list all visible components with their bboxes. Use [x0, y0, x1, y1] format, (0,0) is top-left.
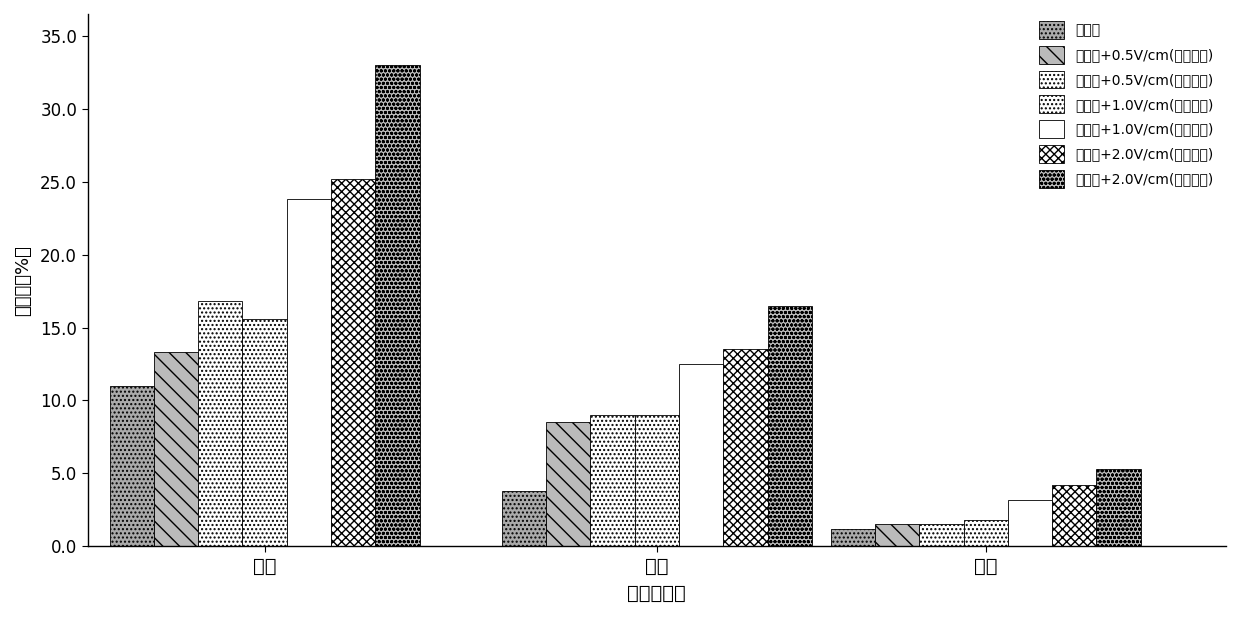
Bar: [502, 491, 546, 547]
Bar: [109, 386, 154, 547]
Bar: [376, 65, 419, 547]
Bar: [198, 301, 243, 547]
Y-axis label: 去除率（%）: 去除率（%）: [14, 245, 32, 315]
Bar: [243, 319, 286, 547]
Bar: [1053, 485, 1096, 547]
Bar: [919, 524, 963, 547]
Bar: [963, 520, 1008, 547]
Bar: [831, 529, 875, 547]
Bar: [1008, 500, 1053, 547]
Bar: [154, 352, 198, 547]
Bar: [680, 364, 723, 547]
X-axis label: 石油烃组分: 石油烃组分: [627, 584, 686, 603]
Bar: [286, 199, 331, 547]
Bar: [875, 524, 919, 547]
Legend: 微生物, 微生物+0.5V/cm(单向电场), 微生物+0.5V/cm(切换电场), 微生物+1.0V/cm(单向电场), 微生物+1.0V/cm(切换电场),: 微生物, 微生物+0.5V/cm(单向电场), 微生物+0.5V/cm(切换电场…: [1034, 15, 1219, 193]
Bar: [635, 415, 680, 547]
Bar: [331, 179, 376, 547]
Bar: [723, 349, 768, 547]
Bar: [590, 415, 635, 547]
Bar: [1096, 469, 1141, 547]
Bar: [768, 305, 812, 547]
Bar: [546, 423, 590, 547]
